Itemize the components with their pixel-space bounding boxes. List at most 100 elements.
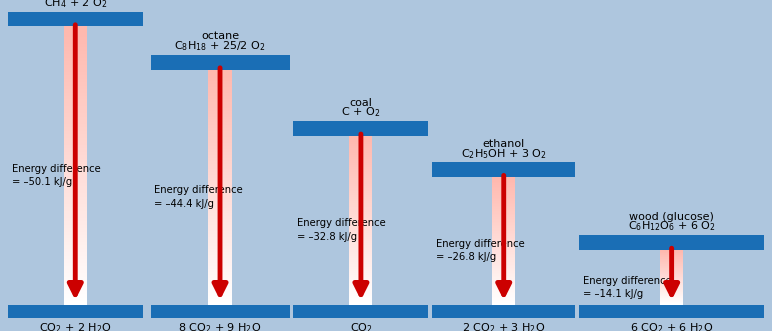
Bar [349, 281, 373, 283]
Bar [349, 251, 373, 254]
Bar [493, 184, 516, 187]
Bar [349, 258, 373, 260]
Bar [349, 150, 373, 153]
Bar [208, 201, 232, 205]
Bar [208, 172, 232, 175]
Bar [208, 207, 232, 211]
Text: C + O$_2$: C + O$_2$ [341, 105, 381, 119]
Bar [63, 283, 87, 287]
Bar [660, 299, 683, 301]
FancyBboxPatch shape [293, 305, 428, 318]
Bar [349, 184, 373, 186]
Bar [208, 195, 232, 199]
Bar [493, 231, 516, 233]
Bar [660, 274, 683, 276]
Bar [63, 64, 87, 68]
Bar [493, 189, 516, 191]
Bar [493, 213, 516, 215]
Bar [349, 181, 373, 184]
FancyBboxPatch shape [151, 55, 290, 70]
Bar [660, 285, 683, 287]
Bar [208, 83, 232, 87]
Bar [208, 151, 232, 155]
Bar [349, 217, 373, 220]
Bar [660, 301, 683, 302]
Bar [493, 205, 516, 207]
Bar [63, 74, 87, 79]
Bar [208, 122, 232, 125]
Bar [208, 280, 232, 284]
Bar [63, 262, 87, 266]
Bar [660, 303, 683, 305]
Bar [63, 168, 87, 172]
Bar [208, 128, 232, 131]
Bar [208, 248, 232, 252]
Bar [63, 137, 87, 141]
Bar [493, 214, 516, 217]
Bar [660, 282, 683, 283]
Bar [660, 296, 683, 297]
Bar [660, 251, 683, 253]
Bar [349, 163, 373, 165]
Bar [349, 167, 373, 169]
Bar [208, 266, 232, 269]
Text: Energy difference
= –50.1 kJ/g: Energy difference = –50.1 kJ/g [12, 164, 100, 187]
Bar [660, 289, 683, 290]
Bar [63, 33, 87, 37]
Bar [208, 98, 232, 102]
Bar [349, 160, 373, 163]
Bar [493, 296, 516, 298]
Bar [493, 277, 516, 279]
Text: C$_2$H$_5$OH + 3 O$_2$: C$_2$H$_5$OH + 3 O$_2$ [461, 147, 547, 161]
Bar [208, 277, 232, 281]
Bar [63, 47, 87, 51]
Bar [63, 40, 87, 44]
Bar [208, 160, 232, 164]
Bar [63, 286, 87, 291]
Bar [493, 253, 516, 255]
Bar [349, 298, 373, 300]
Text: 2 CO$_2$ + 3 H$_2$O: 2 CO$_2$ + 3 H$_2$O [462, 321, 545, 331]
Bar [349, 272, 373, 275]
Bar [493, 301, 516, 303]
Bar [208, 101, 232, 105]
Bar [660, 294, 683, 295]
Bar [63, 134, 87, 138]
Bar [349, 295, 373, 298]
Bar [63, 85, 87, 89]
Bar [493, 192, 516, 195]
Bar [208, 227, 232, 231]
Bar [349, 213, 373, 216]
Bar [63, 210, 87, 214]
Bar [63, 154, 87, 159]
Bar [63, 50, 87, 54]
Bar [349, 293, 373, 296]
Bar [208, 110, 232, 114]
Bar [349, 238, 373, 241]
Bar [63, 29, 87, 33]
Text: CO$_2$: CO$_2$ [350, 321, 372, 331]
Bar [493, 186, 516, 188]
Bar [660, 261, 683, 263]
Bar [63, 203, 87, 207]
Bar [208, 81, 232, 84]
FancyBboxPatch shape [432, 305, 575, 318]
Bar [63, 276, 87, 280]
Bar [208, 254, 232, 258]
Bar [660, 255, 683, 256]
Bar [349, 215, 373, 218]
Bar [63, 265, 87, 270]
Bar [493, 227, 516, 230]
Bar [493, 255, 516, 257]
Text: coal: coal [350, 98, 372, 108]
Bar [660, 265, 683, 267]
Bar [493, 202, 516, 204]
Bar [660, 295, 683, 296]
Bar [660, 260, 683, 261]
Bar [660, 299, 683, 300]
Bar [349, 266, 373, 269]
Bar [349, 177, 373, 180]
Bar [63, 99, 87, 103]
Bar [63, 158, 87, 162]
Bar [208, 286, 232, 290]
